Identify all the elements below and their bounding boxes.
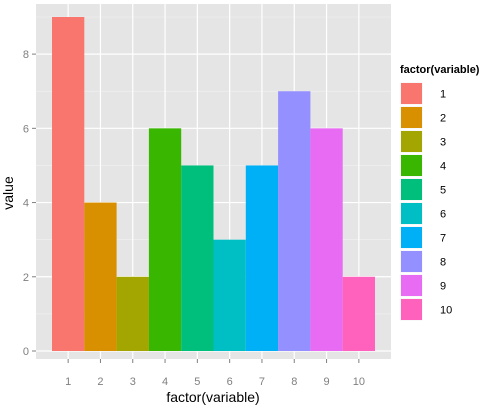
legend-label-3: 3 bbox=[440, 137, 446, 149]
legend-swatch-2 bbox=[401, 107, 422, 128]
x-tick-label: 9 bbox=[323, 376, 329, 388]
legend-swatch-1 bbox=[401, 83, 422, 104]
legend-label-1: 1 bbox=[440, 89, 446, 101]
bar-1 bbox=[52, 17, 85, 351]
x-tick-label: 6 bbox=[227, 376, 233, 388]
x-tick-label: 8 bbox=[291, 376, 297, 388]
bar-9 bbox=[310, 128, 343, 351]
bars bbox=[52, 17, 375, 351]
legend-swatch-10 bbox=[401, 299, 422, 320]
y-axis-title: value bbox=[0, 176, 16, 210]
bar-3 bbox=[116, 276, 149, 351]
bar-5 bbox=[181, 165, 214, 351]
x-tick-label: 4 bbox=[162, 376, 168, 388]
legend-label-9: 9 bbox=[440, 281, 446, 293]
legend-label-10: 10 bbox=[440, 305, 452, 317]
legend-label-7: 7 bbox=[440, 233, 446, 245]
bar-4 bbox=[148, 128, 182, 351]
bar-7 bbox=[245, 165, 279, 351]
legend-label-6: 6 bbox=[440, 209, 446, 221]
legend-swatch-5 bbox=[401, 179, 422, 200]
bar-10 bbox=[342, 276, 375, 351]
legend-title: factor(variable) bbox=[400, 64, 480, 76]
legend-label-8: 8 bbox=[440, 257, 446, 269]
x-tick-label: 3 bbox=[130, 376, 136, 388]
bar-6 bbox=[213, 239, 246, 351]
legend-swatch-8 bbox=[401, 251, 422, 272]
y-tick-label: 2 bbox=[23, 272, 29, 284]
legend-label-2: 2 bbox=[440, 113, 446, 125]
y-tick-label: 4 bbox=[23, 198, 29, 210]
legend-swatch-6 bbox=[401, 203, 422, 224]
legend-swatch-4 bbox=[401, 155, 422, 176]
legend-label-4: 4 bbox=[440, 161, 446, 173]
x-tick-label: 7 bbox=[259, 376, 265, 388]
legend-swatch-3 bbox=[401, 131, 422, 152]
x-tick-label: 2 bbox=[97, 376, 103, 388]
y-tick-label: 0 bbox=[23, 346, 29, 358]
bar-2 bbox=[84, 202, 117, 351]
x-tick-label: 1 bbox=[65, 376, 71, 388]
x-tick-label: 5 bbox=[194, 376, 200, 388]
y-tick-label: 6 bbox=[23, 123, 29, 135]
y-axis: 0 2 4 6 8 bbox=[23, 49, 36, 358]
y-tick-label: 8 bbox=[23, 49, 29, 61]
legend-swatch-9 bbox=[401, 275, 422, 296]
x-axis: 1 2 3 4 5 6 7 8 9 10 bbox=[65, 359, 365, 388]
bar-8 bbox=[278, 91, 311, 351]
legend: factor(variable) 1 2 3 4 5 6 7 8 9 10 bbox=[399, 64, 480, 322]
x-tick-label: 10 bbox=[353, 376, 365, 388]
x-axis-title: factor(variable) bbox=[166, 389, 259, 405]
legend-swatch-7 bbox=[401, 227, 422, 248]
legend-label-5: 5 bbox=[440, 185, 446, 197]
